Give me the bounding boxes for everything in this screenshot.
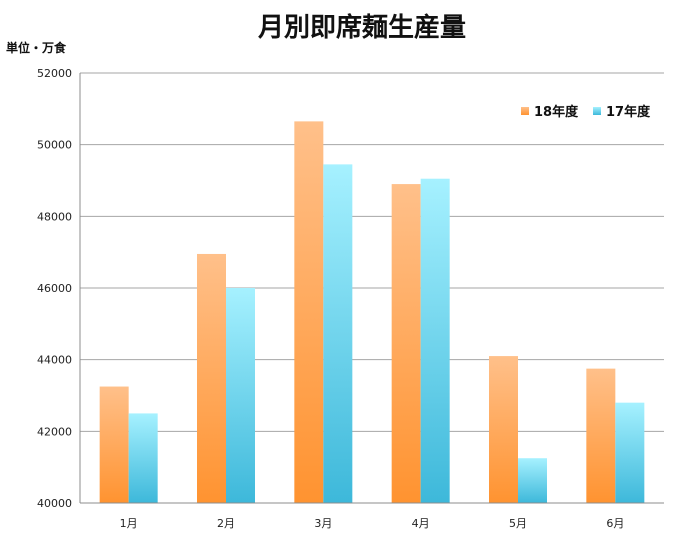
bar-series-1 bbox=[586, 368, 616, 503]
y-tick-label: 42000 bbox=[37, 425, 72, 438]
y-tick-label: 46000 bbox=[37, 282, 72, 295]
y-tick-label: 52000 bbox=[37, 67, 72, 80]
x-tick-label: 1月 bbox=[120, 517, 138, 530]
x-tick-label: 3月 bbox=[314, 517, 332, 530]
y-tick-label: 50000 bbox=[37, 139, 72, 152]
x-tick-label: 5月 bbox=[509, 517, 527, 530]
legend-label: 17年度 bbox=[606, 104, 651, 120]
bar-series-1 bbox=[99, 386, 129, 503]
legend-swatch bbox=[521, 107, 529, 115]
bar-series-2 bbox=[518, 458, 547, 503]
y-tick-label: 48000 bbox=[37, 210, 72, 223]
x-axis-ticks: 1月 2月 3月 4月 5月 6月 bbox=[120, 517, 625, 530]
x-tick-label: 2月 bbox=[217, 517, 235, 530]
bar-series-2 bbox=[226, 288, 255, 503]
y-axis-unit-label: 単位・万食 bbox=[6, 40, 67, 55]
bar-series-2 bbox=[128, 413, 158, 503]
bar-series-1 bbox=[197, 253, 226, 503]
y-tick-label: 40000 bbox=[37, 497, 72, 510]
bar-series-2 bbox=[420, 178, 450, 504]
bars bbox=[99, 121, 645, 504]
x-tick-label: 4月 bbox=[412, 517, 430, 530]
bar-series-1 bbox=[391, 184, 421, 504]
legend-swatch bbox=[593, 107, 601, 115]
legend-label: 18年度 bbox=[534, 104, 579, 120]
bar-series-2 bbox=[323, 164, 353, 503]
bar-series-1 bbox=[489, 356, 518, 503]
chart-title: 月別即席麺生産量 bbox=[257, 12, 466, 43]
legend: 18年度 17年度 bbox=[521, 104, 651, 120]
y-axis-ticks: 40000 42000 44000 46000 48000 50000 52000 bbox=[37, 67, 72, 510]
x-tick-label: 6月 bbox=[606, 517, 624, 530]
bar-series-2 bbox=[615, 402, 645, 503]
gridlines bbox=[80, 72, 664, 432]
y-tick-label: 44000 bbox=[37, 354, 72, 367]
bar-series-1 bbox=[294, 121, 324, 503]
